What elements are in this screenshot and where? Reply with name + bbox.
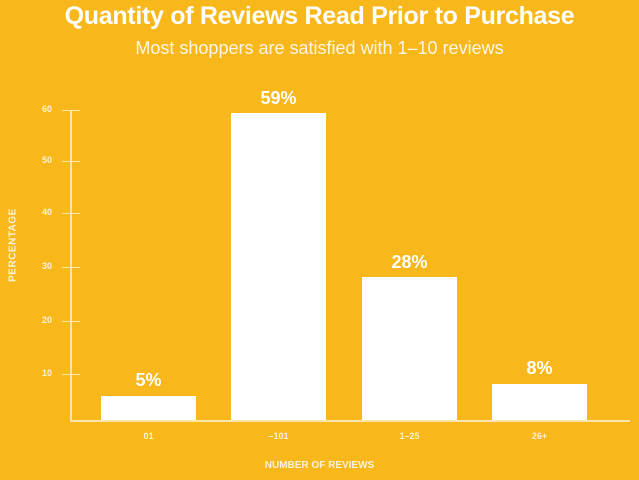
y-tick [62,161,80,162]
bar [492,384,587,420]
y-tick-label: 10 [41,368,52,378]
y-tick-label: 50 [41,155,52,165]
x-axis-title: NUMBER OF REVIEWS [264,460,375,471]
y-tick [62,374,80,375]
y-tick-label: 30 [41,261,52,271]
category-label: 1–25 [399,431,420,441]
bar-value-label: 28% [391,252,428,272]
bar [362,277,457,420]
category-label: –101 [268,431,289,441]
y-tick [62,110,80,111]
y-tick [62,267,80,268]
y-tick-label: 40 [41,207,52,217]
bar-value-label: 8% [526,358,553,378]
bar [231,113,326,420]
bar-value-label: 59% [260,88,297,108]
y-tick-label: 20 [41,315,52,325]
category-label: 01 [143,431,154,441]
category-label: 26+ [531,431,548,441]
chart-title: Quantity of Reviews Read Prior to Purcha… [64,2,575,30]
bar [101,396,196,420]
bar-value-label: 5% [135,370,162,390]
y-tick-label: 60 [41,104,52,114]
x-axis-line [70,420,630,422]
y-axis-title: PERCENTAGE [7,208,19,282]
y-axis-line [70,110,72,421]
y-tick [62,213,80,214]
y-tick [62,321,80,322]
chart-subtitle: Most shoppers are satisfied with 1–10 re… [135,38,504,58]
